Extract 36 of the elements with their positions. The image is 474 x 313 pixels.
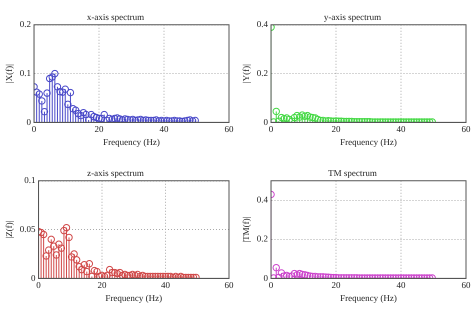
x-tick-label: 40 xyxy=(161,280,171,290)
x-tick-label: 60 xyxy=(462,280,471,290)
y-tick-label: 0 xyxy=(264,116,269,127)
y-tick-label: 0.1 xyxy=(20,68,32,78)
y-tick-label: 0 xyxy=(26,116,32,127)
x-tick-label: 20 xyxy=(98,280,108,290)
y-tick-label: 0.1 xyxy=(24,175,36,186)
x-tick-label: 20 xyxy=(94,124,104,134)
x-axis-title: Frequency (Hz) xyxy=(340,292,397,303)
y-tick-label: 0.2 xyxy=(256,234,268,244)
chart-title: TM spectrum xyxy=(328,168,377,178)
chart-title: x-axis spectrum xyxy=(86,12,144,22)
y-tick-label: 0 xyxy=(31,272,36,283)
x-tick-label: 20 xyxy=(332,280,342,290)
x-axis-title: Frequency (Hz) xyxy=(103,136,160,147)
x-tick-label: 40 xyxy=(396,280,406,290)
x-tick-label: 40 xyxy=(396,124,406,134)
y-tick-label: 0.4 xyxy=(256,19,269,30)
x-tick-label: 60 xyxy=(224,280,234,290)
y-tick-label: 0.4 xyxy=(256,194,269,205)
x-axis-title: Frequency (Hz) xyxy=(105,292,162,303)
x-tick-label: 60 xyxy=(224,124,234,134)
x-axis-title: Frequency (Hz) xyxy=(340,136,397,147)
chart-title: z-axis spectrum xyxy=(87,168,144,178)
y-tick-label: 0.2 xyxy=(256,68,268,78)
x-tick-label: 20 xyxy=(332,124,342,134)
y-tick-label: 0 xyxy=(264,272,269,283)
y-tick-label: 0.2 xyxy=(20,19,32,30)
y-tick-label: 0.05 xyxy=(20,224,36,234)
x-tick-label: 40 xyxy=(160,124,170,134)
y-axis-title: |TM(f)| xyxy=(240,216,251,243)
y-axis-title: |X(f)| xyxy=(4,64,14,84)
y-axis-title: |Z(f)| xyxy=(4,220,14,239)
x-tick-label: 60 xyxy=(462,124,471,134)
chart-title: y-axis spectrum xyxy=(324,12,382,22)
y-axis-title: |Y(f)| xyxy=(240,64,251,84)
